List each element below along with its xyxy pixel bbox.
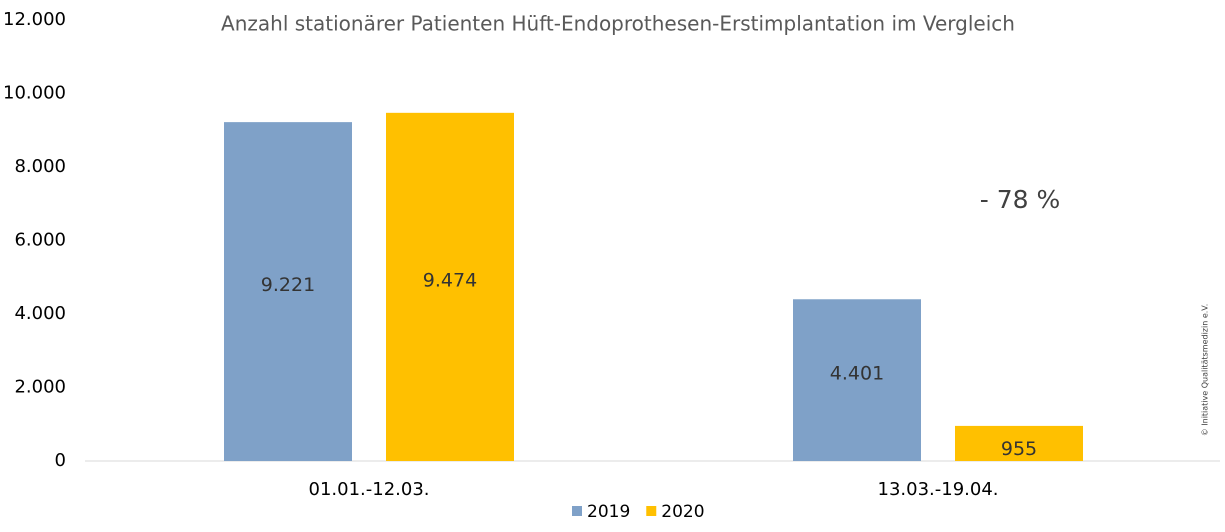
legend-swatch (646, 506, 657, 516)
annotation: - 78 % (980, 185, 1060, 214)
y-tick-label: 10.000 (3, 83, 66, 104)
y-tick-label: 4.000 (14, 303, 66, 324)
bar (386, 112, 514, 461)
y-tick-label: 0 (55, 450, 66, 471)
value-label: 9.474 (423, 269, 477, 291)
x-tick-label: 01.01.-12.03. (309, 479, 430, 500)
y-tick-label: 12.000 (3, 9, 66, 30)
chart-title: Anzahl stationärer Patienten Hüft-Endopr… (221, 12, 1015, 36)
y-tick-label: 2.000 (14, 377, 66, 398)
value-label: 9.221 (261, 274, 315, 296)
bar (793, 299, 921, 461)
y-tick-label: 8.000 (14, 156, 66, 177)
legend-label: 2020 (661, 502, 704, 522)
legend-label: 2019 (587, 502, 630, 522)
x-tick-label: 13.03.-19.04. (878, 479, 999, 500)
value-label: 955 (1001, 438, 1037, 460)
legend-swatch (572, 506, 582, 516)
copyright: © Initiative Qualitätsmedizin e.V. (1201, 304, 1210, 437)
value-label: 4.401 (830, 363, 884, 385)
y-tick-label: 6.000 (14, 230, 66, 251)
bar (224, 122, 352, 462)
bar (955, 425, 1083, 461)
